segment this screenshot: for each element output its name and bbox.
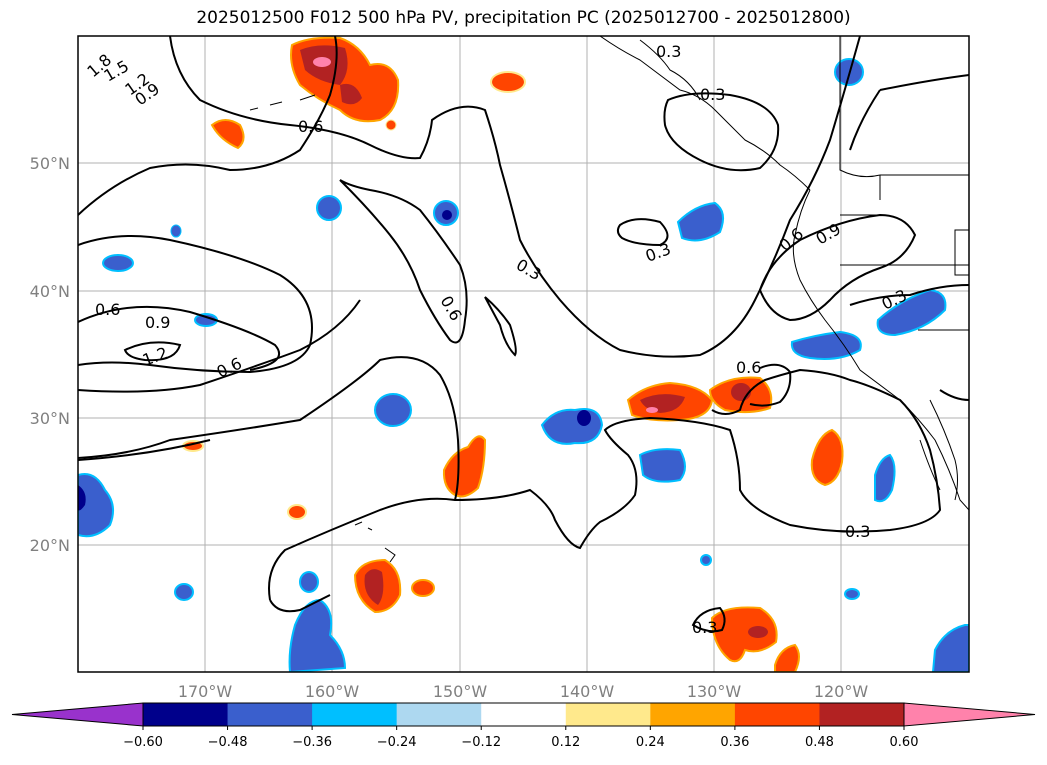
contour-label: 0.6 <box>95 300 120 319</box>
lat-label: 50°N <box>30 154 70 173</box>
colorbar-segment <box>396 703 482 726</box>
lat-label: 30°N <box>30 409 70 428</box>
colorbar-tick-label: −0.60 <box>123 735 163 750</box>
latitude-labels: 50°N 40°N 30°N 20°N <box>30 154 70 555</box>
lon-label: 130°W <box>687 682 742 701</box>
contour-label: 0.6 <box>298 117 323 136</box>
colorbar-segment <box>734 703 820 726</box>
lon-label: 140°W <box>560 682 615 701</box>
lon-label: 170°W <box>178 682 233 701</box>
lon-label: 150°W <box>433 682 488 701</box>
contour-label: 0.6 <box>736 358 761 377</box>
colorbar-tick-label: 0.60 <box>890 735 919 750</box>
colorbar-segment <box>481 703 567 726</box>
contour-label: 0.3 <box>692 618 717 637</box>
colorbar-extend-low <box>11 702 144 727</box>
colorbar-tick-label: 0.12 <box>551 735 580 750</box>
colorbar-segment <box>565 703 651 726</box>
colorbar-segment <box>312 703 398 726</box>
colorbar-segment <box>650 703 736 726</box>
colorbar-segment <box>819 703 905 726</box>
longitude-labels: 170°W 160°W 150°W 140°W 130°W 120°W <box>178 682 869 701</box>
colorbar-tick-label: −0.24 <box>377 735 417 750</box>
contour-label: 0.3 <box>700 85 725 104</box>
pv-contours <box>78 36 969 633</box>
coastlines <box>249 36 969 563</box>
lon-label: 160°W <box>305 682 360 701</box>
map-frame <box>77 35 970 673</box>
colorbar-tick-label: 0.24 <box>636 735 665 750</box>
colorbar-segment <box>143 703 229 726</box>
colorbar-tick-label: 0.36 <box>720 735 749 750</box>
lon-label: 120°W <box>814 682 869 701</box>
page-title: 2025012500 F012 500 hPa PV, precipitatio… <box>196 8 851 28</box>
colorbar-tick-label: 0.48 <box>805 735 834 750</box>
contour-label: 0.9 <box>145 313 170 332</box>
colorbar-extend-high <box>903 702 1036 727</box>
colorbar-tick-label: −0.36 <box>292 735 332 750</box>
map-area[interactable]: 1.8 1.5 1.2 0.9 0.6 0.3 0.3 0.3 0.6 0.9 … <box>78 36 969 672</box>
positive-pc-patches <box>182 36 844 672</box>
contour-label: 0.3 <box>656 42 681 61</box>
contour-label: 0.3 <box>845 522 870 541</box>
colorbar-tick-label: −0.48 <box>208 735 248 750</box>
negative-pc-patches <box>78 58 969 672</box>
colorbar: −0.60 −0.48 −0.36 −0.24 −0.12 0.12 0.24 0.36 0.4… <box>11 702 1036 750</box>
lat-label: 40°N <box>30 282 70 301</box>
colorbar-frame <box>142 702 905 727</box>
lat-label: 20°N <box>30 536 70 555</box>
colorbar-segment <box>227 703 313 726</box>
colorbar-tick-label: −0.12 <box>461 735 501 750</box>
